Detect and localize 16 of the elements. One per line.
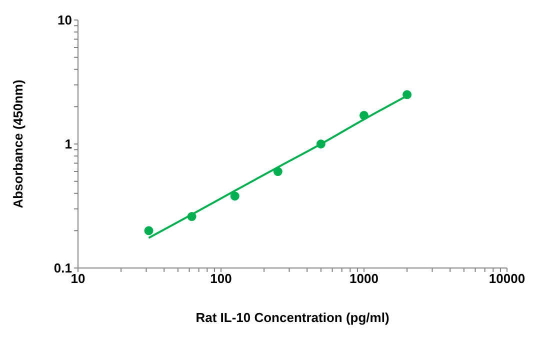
x-tick-label: 100 bbox=[210, 271, 232, 286]
x-tick-label: 10 bbox=[70, 271, 86, 286]
point bbox=[273, 167, 282, 176]
point bbox=[402, 90, 412, 100]
y-tick-label: 1 bbox=[64, 136, 72, 152]
point bbox=[230, 192, 240, 201]
point bbox=[360, 110, 368, 120]
y-axis-title: Absorbance (450nm) bbox=[10, 80, 26, 208]
x-tick-label: 1000 bbox=[350, 271, 378, 286]
point bbox=[144, 226, 154, 236]
y-tick-label: 0.1 bbox=[54, 260, 72, 276]
x-tick-label: 10000 bbox=[488, 271, 526, 286]
x-axis-title: Rat IL-10 Concentration (pg/ml) bbox=[196, 310, 390, 325]
y-tick-label: 10 bbox=[58, 12, 72, 28]
point bbox=[187, 212, 196, 222]
point bbox=[316, 140, 326, 148]
